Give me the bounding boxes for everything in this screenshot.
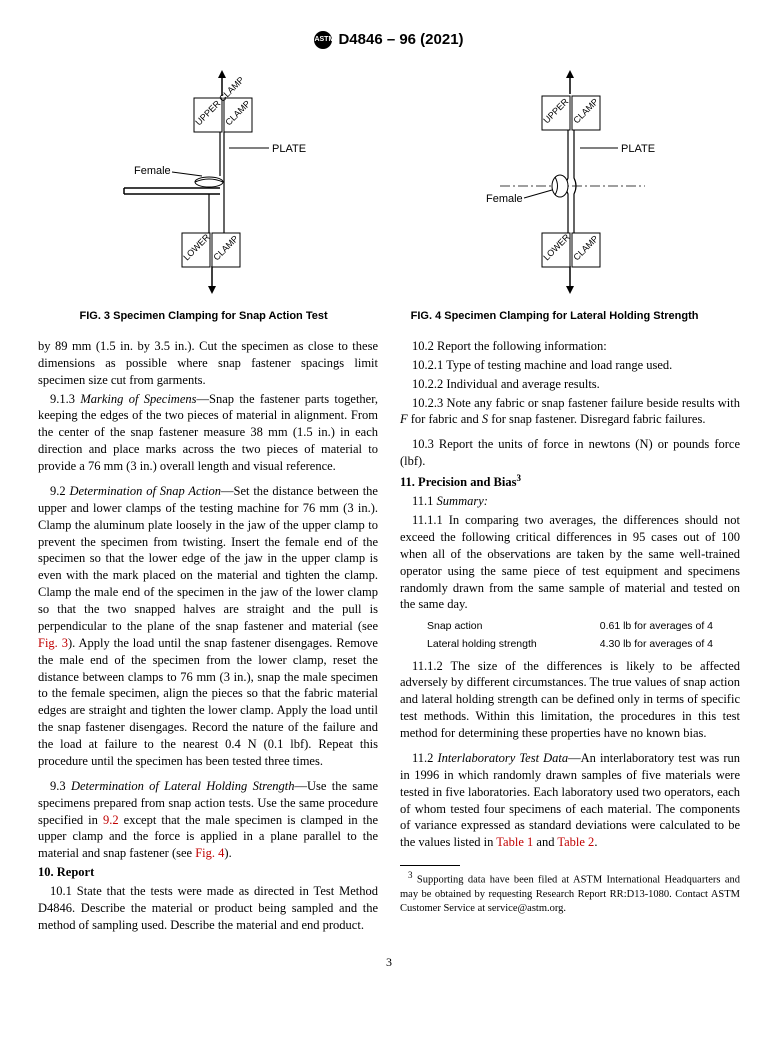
figure-row: UPPER CLAMP CLAMP PLATE Female: [38, 68, 740, 324]
para-10-2-2: 10.2.2 Individual and average results.: [400, 376, 740, 393]
critical-diff-table: Snap action0.61 lb for averages of 4 Lat…: [424, 616, 716, 654]
para-10-1: 10.1 State that the tests were made as d…: [38, 883, 378, 934]
para-9-1-3: 9.1.3 Marking of Specimens—Snap the fast…: [38, 391, 378, 475]
footnote-rule: [400, 865, 460, 866]
figure-4: UPPER CLAMP PLATE Female LOWER CLAMP: [411, 68, 699, 324]
para-10-2-3: 10.2.3 Note any fabric or snap fastener …: [400, 395, 740, 429]
para-11-1: 11.1 Summary:: [400, 493, 740, 510]
footnote-block: 3 Supporting data have been filed at AST…: [400, 865, 740, 916]
section-11-heading: 11. Precision and Bias3: [400, 472, 740, 491]
section-10-heading: 10. Report: [38, 864, 378, 881]
ref-fig3: Fig. 3: [38, 636, 68, 650]
para-9-3: 9.3 Determination of Lateral Holding Str…: [38, 778, 378, 862]
fig3-female-label: Female: [134, 165, 171, 177]
ref-table2: Table 2: [557, 835, 594, 849]
figure-4-caption: FIG. 4 Specimen Clamping for Lateral Hol…: [411, 309, 699, 324]
fig3-plate-label: PLATE: [272, 143, 306, 155]
para-10-2-1: 10.2.1 Type of testing machine and load …: [400, 357, 740, 374]
figure-3-svg: UPPER CLAMP CLAMP PLATE Female: [94, 68, 314, 298]
designation: D4846 – 96 (2021): [338, 31, 463, 48]
para-11-2: 11.2 Interlaboratory Test Data—An interl…: [400, 750, 740, 851]
para-10-3: 10.3 Report the units of force in newton…: [400, 436, 740, 470]
para-9-2: 9.2 Determination of Snap Action—Set the…: [38, 483, 378, 770]
para-11-1-2: 11.1.2 The size of the differences is li…: [400, 658, 740, 742]
body-columns: by 89 mm (1.5 in. by 3.5 in.). Cut the s…: [38, 338, 740, 934]
ref-9-2: 9.2: [103, 813, 119, 827]
figure-3: UPPER CLAMP CLAMP PLATE Female: [79, 68, 327, 324]
figure-3-caption: FIG. 3 Specimen Clamping for Snap Action…: [79, 309, 327, 324]
table-row: Snap action0.61 lb for averages of 4: [426, 618, 714, 634]
fig4-plate-label: PLATE: [621, 143, 655, 155]
footnote-3: 3 Supporting data have been filed at AST…: [400, 869, 740, 916]
figure-4-svg: UPPER CLAMP PLATE Female LOWER CLAMP: [440, 68, 670, 298]
para-9-1-2-cont: by 89 mm (1.5 in. by 3.5 in.). Cut the s…: [38, 338, 378, 389]
ref-table1: Table 1: [496, 835, 533, 849]
page-header: ASTM D4846 – 96 (2021): [38, 30, 740, 50]
table-row: Lateral holding strength4.30 lb for aver…: [426, 636, 714, 652]
astm-logo-icon: ASTM: [314, 31, 332, 49]
para-10-2: 10.2 Report the following information:: [400, 338, 740, 355]
ref-fig4: Fig. 4: [195, 846, 224, 860]
page-number: 3: [38, 954, 740, 970]
fig4-female-label: Female: [486, 193, 523, 205]
para-11-1-1: 11.1.1 In comparing two averages, the di…: [400, 512, 740, 613]
